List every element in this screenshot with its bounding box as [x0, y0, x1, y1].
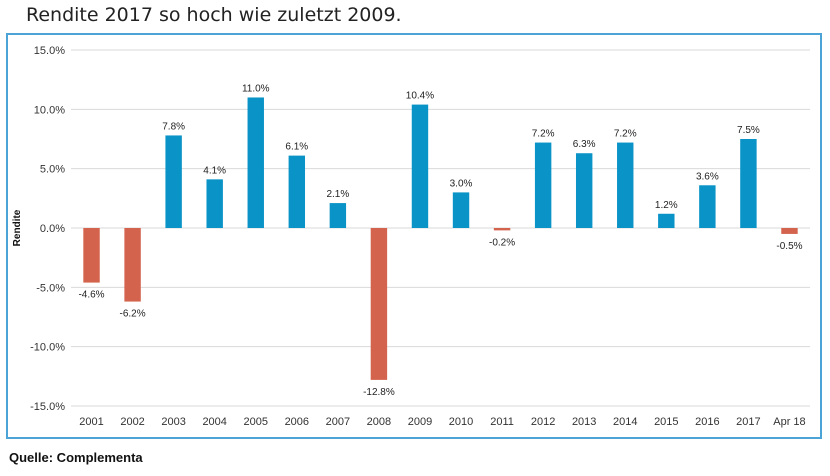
y-tick-label: -15.0% — [30, 401, 65, 413]
data-label: 4.1% — [203, 165, 226, 176]
bar — [329, 203, 347, 228]
y-tick-label: -10.0% — [30, 342, 65, 354]
bar — [740, 139, 757, 228]
y-tick-label: 5.0% — [40, 164, 65, 176]
bar — [247, 97, 264, 228]
data-label: 1.2% — [655, 200, 678, 211]
data-label: -6.2% — [120, 309, 146, 320]
bar — [124, 228, 141, 302]
x-tick-label: 2017 — [736, 416, 760, 428]
x-tick-label: 2012 — [531, 416, 555, 428]
data-label: 6.3% — [573, 139, 596, 150]
bar — [781, 228, 798, 234]
y-tick-label: -5.0% — [36, 282, 65, 294]
x-tick-label: 2008 — [367, 416, 391, 428]
chart-frame: 15.0% 10.0% 5.0% 0.0% -5.0% -10.0% -15.0% Rendi… — [6, 33, 822, 439]
x-tick-label: 2002 — [120, 416, 144, 428]
data-label: -0.5% — [776, 241, 802, 252]
x-tick-label: 2007 — [326, 416, 350, 428]
bar — [411, 104, 429, 228]
data-label: 6.1% — [285, 142, 308, 153]
data-label: 3.6% — [696, 171, 719, 182]
x-tick-label: 2009 — [408, 416, 432, 428]
y-axis-title: Rendite — [12, 209, 23, 246]
bar — [658, 213, 675, 228]
x-tick-label: 2005 — [244, 416, 268, 428]
source-note: Quelle: Complementa — [9, 450, 143, 465]
bar — [699, 185, 716, 228]
x-tick-label: 2010 — [449, 416, 473, 428]
x-tick-label: 2016 — [695, 416, 719, 428]
x-tick-label: 2004 — [202, 416, 226, 428]
bar — [617, 142, 634, 228]
bar — [370, 228, 388, 380]
x-tick-label: 2013 — [572, 416, 596, 428]
bar — [493, 228, 511, 231]
x-tick-label: 2001 — [79, 416, 103, 428]
x-tick-label: 2015 — [654, 416, 678, 428]
bar — [83, 228, 100, 283]
y-tick-label: 15.0% — [34, 45, 65, 57]
bar — [206, 179, 223, 228]
data-label: 10.4% — [406, 91, 434, 102]
x-tick-label: 2011 — [490, 416, 514, 428]
bar — [575, 153, 593, 228]
data-label: 11.0% — [242, 83, 270, 94]
y-tick-label: 0.0% — [40, 223, 65, 235]
data-label: 7.2% — [614, 129, 637, 140]
y-tick-label: 10.0% — [34, 104, 65, 116]
bar — [534, 142, 552, 228]
x-tick-label: Apr 18 — [773, 416, 805, 428]
x-tick-label: 2006 — [285, 416, 309, 428]
data-label: 7.8% — [162, 121, 185, 132]
chart-headline: Rendite 2017 so hoch wie zuletzt 2009. — [26, 4, 402, 26]
x-tick-label: 2014 — [613, 416, 637, 428]
data-label: -0.2% — [489, 237, 515, 248]
bar-chart: 15.0% 10.0% 5.0% 0.0% -5.0% -10.0% -15.0% Rendi… — [12, 45, 810, 428]
bar — [452, 192, 470, 228]
data-label: -4.6% — [78, 290, 104, 301]
data-label: 7.5% — [737, 125, 760, 136]
data-label: -12.8% — [363, 387, 395, 398]
data-label: 2.1% — [326, 189, 349, 200]
bar — [165, 135, 182, 228]
data-label: 7.2% — [532, 129, 555, 140]
x-tick-label: 2003 — [161, 416, 185, 428]
bar — [288, 155, 306, 228]
data-label: 3.0% — [450, 178, 473, 189]
